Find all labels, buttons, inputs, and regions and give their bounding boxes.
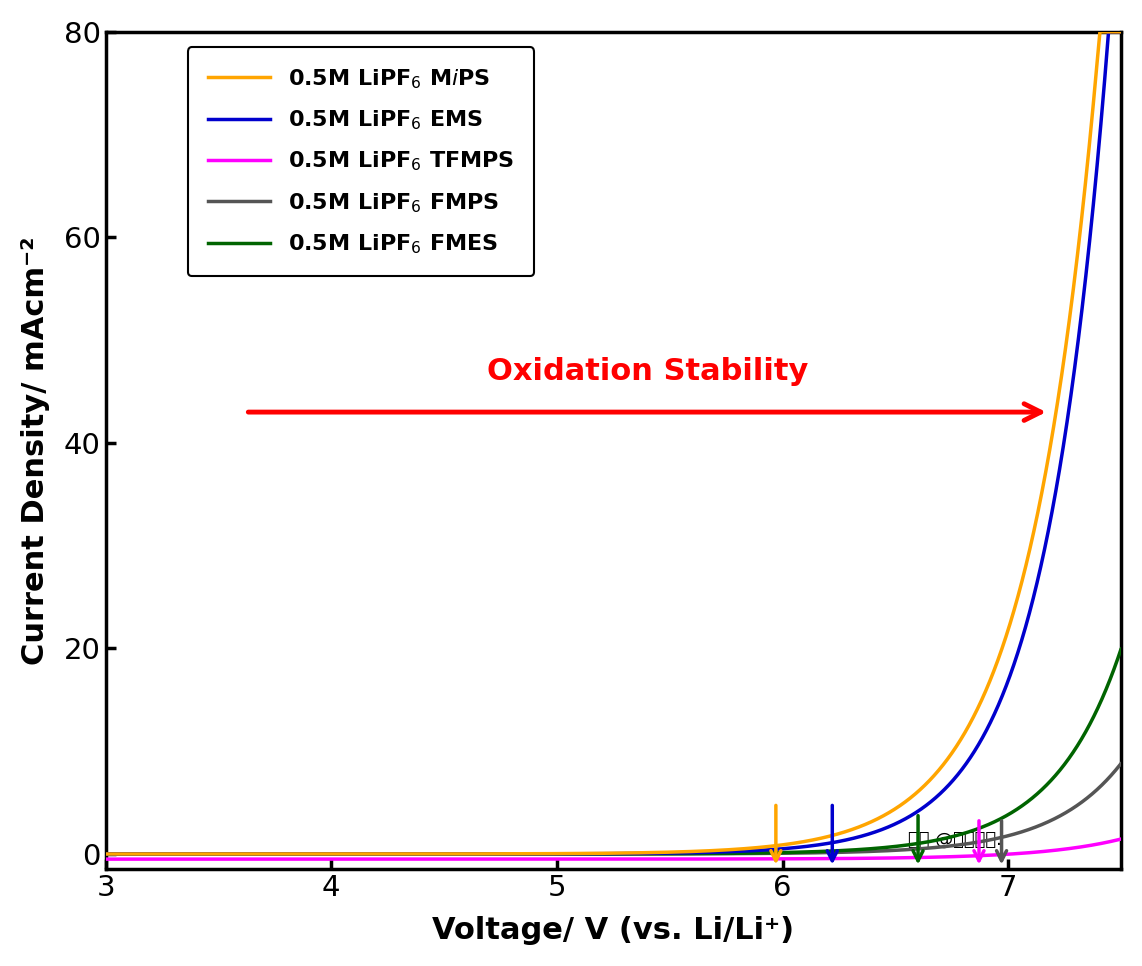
Y-axis label: Current Density/ mAcm⁻²: Current Density/ mAcm⁻² (21, 237, 50, 665)
Text: 头条 @能源学人.: 头条 @能源学人. (908, 831, 1002, 848)
X-axis label: Voltage/ V (vs. Li/Li⁺): Voltage/ V (vs. Li/Li⁺) (433, 916, 795, 945)
Text: Oxidation Stability: Oxidation Stability (486, 357, 807, 386)
Legend: 0.5M LiPF$_6$ M$i$PS, 0.5M LiPF$_6$ EMS, 0.5M LiPF$_6$ TFMPS, 0.5M LiPF$_6$ FMPS: 0.5M LiPF$_6$ M$i$PS, 0.5M LiPF$_6$ EMS,… (187, 47, 534, 276)
